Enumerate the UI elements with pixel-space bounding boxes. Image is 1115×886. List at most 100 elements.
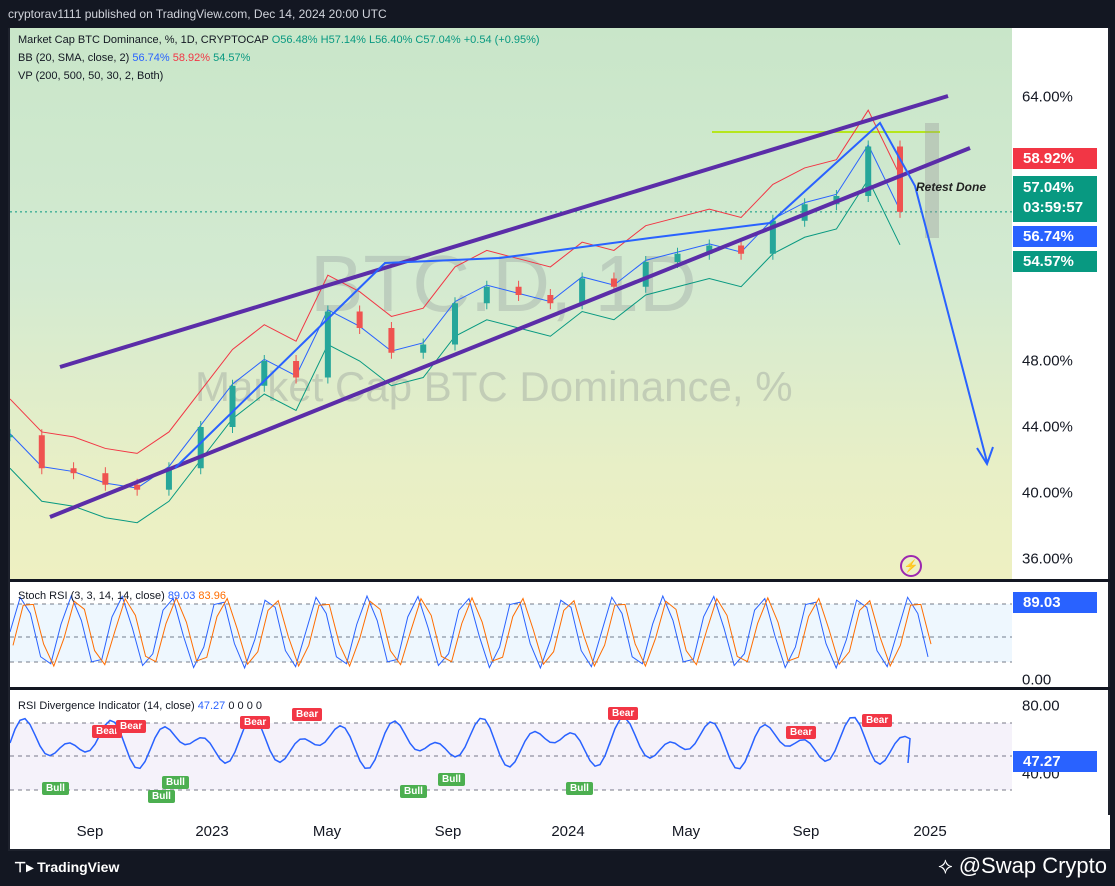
stoch-k-value: 89.03 [167, 590, 196, 602]
candle-body [388, 328, 395, 353]
bear-label: Bear [240, 716, 271, 729]
time-tick-1: 2023 [195, 823, 229, 840]
bear-label: Bear [292, 708, 323, 721]
pane-separator-2[interactable] [10, 687, 1110, 690]
channel-upper-line [59, 94, 949, 369]
price-tick-5: 36.00% [1022, 550, 1073, 568]
stoch-k-tag: 89.03 [1013, 592, 1097, 613]
pane-separator-1[interactable] [10, 579, 1110, 582]
retest-annotation: Retest Done [916, 180, 987, 194]
candle-body [356, 311, 363, 328]
footer-bar: ⊤▸ TradingView ⟡ @Swap Crypto [0, 851, 1115, 886]
bb-basis-tag: 56.74% [1013, 226, 1097, 247]
price-tick-2: 48.00% [1022, 352, 1073, 370]
rsi-extra: 0 0 0 0 [228, 700, 262, 712]
author-watermark: ⟡ @Swap Crypto [938, 853, 1107, 879]
candle-body [261, 361, 268, 386]
time-axis[interactable]: Sep 2023 May Sep 2024 May Sep 2025 [10, 815, 1110, 849]
candle-body [324, 311, 331, 378]
bb-upper-tag: 58.92% [1013, 148, 1097, 169]
time-tick-4: 2024 [551, 823, 585, 840]
time-tick-2: May [312, 823, 342, 840]
time-tick-7: 2025 [913, 823, 947, 840]
time-tick-6: Sep [792, 823, 820, 840]
volume-profile [925, 123, 939, 238]
price-tick-3: 44.00% [1022, 418, 1073, 436]
rsi-tick-80: 80.00 [1022, 697, 1060, 715]
last-price-tag: 57.04% 03:59:57 [1013, 176, 1097, 222]
rsi-band-fill [10, 723, 1012, 790]
rsi-divergence-pane[interactable]: RSI Divergence Indicator (14, close) 47.… [10, 690, 1012, 815]
bear-label: Bear [786, 726, 817, 739]
tradingview-brand: TradingView [37, 859, 120, 875]
candle-body [293, 361, 300, 378]
rsi-legend-title: RSI Divergence Indicator (14, close) [18, 700, 195, 712]
candle-body [865, 146, 872, 196]
bear-label: Bear [608, 707, 639, 720]
stoch-legend: Stoch RSI (3, 3, 14, 14, close) 89.03 83… [18, 590, 226, 602]
time-tick-3: Sep [434, 823, 462, 840]
bull-label: Bull [400, 785, 427, 798]
candle-body [706, 245, 713, 254]
bull-label: Bull [162, 776, 189, 789]
price-tick-4: 40.00% [1022, 484, 1073, 502]
swap-icon: ⟡ [938, 853, 959, 878]
candle-body [452, 303, 458, 345]
stoch-legend-title: Stoch RSI (3, 3, 14, 14, close) [18, 590, 165, 602]
candle-body [165, 468, 172, 490]
author-watermark-text: @Swap Crypto [958, 853, 1107, 878]
ohlc-values: O56.48% H57.14% L56.40% C57.04% +0.54 (+… [271, 34, 540, 46]
candle-body [483, 286, 490, 304]
bull-label: Bull [566, 782, 593, 795]
candle-body [738, 245, 745, 254]
candle-body [897, 146, 903, 212]
stoch-band-fill [10, 604, 1012, 662]
last-price-value: 57.04% [1023, 179, 1074, 196]
bb-upper-value: 58.92% [172, 52, 211, 64]
candle-body [642, 262, 649, 287]
candle-body [769, 220, 776, 254]
candle-body [579, 278, 586, 304]
stoch-zero-tick: 0.00 [1022, 671, 1052, 689]
publisher-bar: cryptorav1111 published on TradingView.c… [0, 0, 1115, 28]
candle-body [229, 385, 236, 427]
price-axis[interactable]: 64.00%60.00%48.00%44.00%40.00%36.00% [1012, 28, 1108, 579]
candle-body [102, 473, 109, 485]
bb-lower-tag: 54.57% [1013, 251, 1097, 272]
bear-label: Bear [862, 714, 893, 727]
candle-body [38, 435, 45, 469]
rsi-value: 47.27 [197, 700, 226, 712]
candle-body [420, 344, 427, 353]
bb-upper-line [10, 109, 901, 454]
stoch-d-line [12, 596, 932, 668]
stoch-d-value: 83.96 [198, 590, 226, 602]
price-chart-svg [10, 94, 1012, 524]
time-tick-0: Sep [76, 823, 104, 840]
rsi-tag: 47.27 [1013, 751, 1097, 772]
lightning-icon[interactable]: ⚡ [900, 555, 922, 577]
bb-legend: BB (20, SMA, close, 2) 56.74% 58.92% 54.… [18, 52, 250, 64]
series-legend-title: Market Cap BTC Dominance, %, 1D, CRYPTOC… [18, 34, 269, 46]
countdown-value: 03:59:57 [1023, 199, 1084, 216]
bb-lower-value: 54.57% [213, 52, 251, 64]
publisher-text: cryptorav1111 published on TradingView.c… [8, 7, 387, 21]
stoch-rsi-pane[interactable]: Stoch RSI (3, 3, 14, 14, close) 89.03 83… [10, 582, 1012, 687]
trend-path [174, 121, 988, 469]
bear-label: Bear [92, 725, 123, 738]
series-legend: Market Cap BTC Dominance, %, 1D, CRYPTOC… [18, 34, 540, 46]
candle-body [70, 468, 77, 474]
rsi-legend: RSI Divergence Indicator (14, close) 47.… [18, 700, 262, 712]
stoch-k-line [10, 594, 929, 670]
vp-legend: VP (200, 500, 50, 30, 2, Both) [18, 70, 164, 82]
candle-body [547, 295, 554, 304]
candle-body [197, 427, 204, 469]
projection-arrowhead [976, 446, 994, 467]
candle-body [515, 286, 522, 295]
tradingview-logo[interactable]: ⊤▸ TradingView [14, 859, 120, 875]
bear-label: Bear [116, 720, 147, 733]
bull-label: Bull [148, 790, 175, 803]
rsi-line [10, 716, 911, 770]
stoch-rsi-svg [10, 594, 1012, 670]
price-pane[interactable]: BTC.D, 1D Market Cap BTC Dominance, % Ma… [10, 28, 1012, 579]
bb-legend-title: BB (20, SMA, close, 2) [18, 52, 130, 64]
